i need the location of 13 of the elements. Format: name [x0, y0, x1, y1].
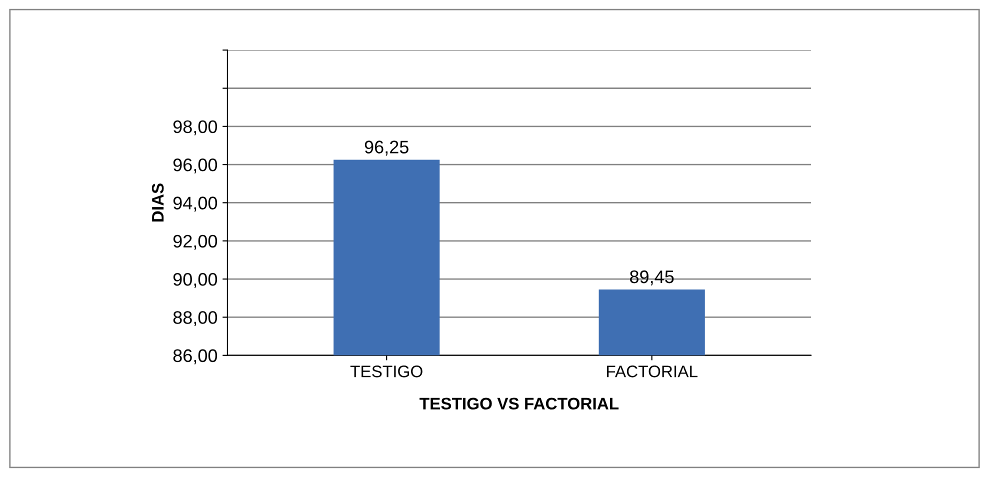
x-tick-label: TESTIGO: [350, 366, 422, 378]
y-axis-title: DIAS: [152, 183, 164, 222]
y-tick-label: 90,00: [173, 272, 218, 288]
y-tick-label: 92,00: [173, 234, 218, 250]
x-tick-label: FACTORIAL: [607, 366, 698, 378]
y-tick-label: 88,00: [173, 311, 218, 326]
y-tick-label: 94,00: [173, 196, 218, 212]
data-label: 96,25: [364, 140, 408, 156]
y-tick-label: 96,00: [173, 158, 218, 174]
x-axis-title: TESTIGO VS FACTORIAL: [420, 398, 619, 410]
data-label: 89,45: [630, 270, 674, 286]
y-tick-label: 86,00: [173, 349, 218, 364]
y-tick-label: 98,00: [173, 120, 218, 136]
